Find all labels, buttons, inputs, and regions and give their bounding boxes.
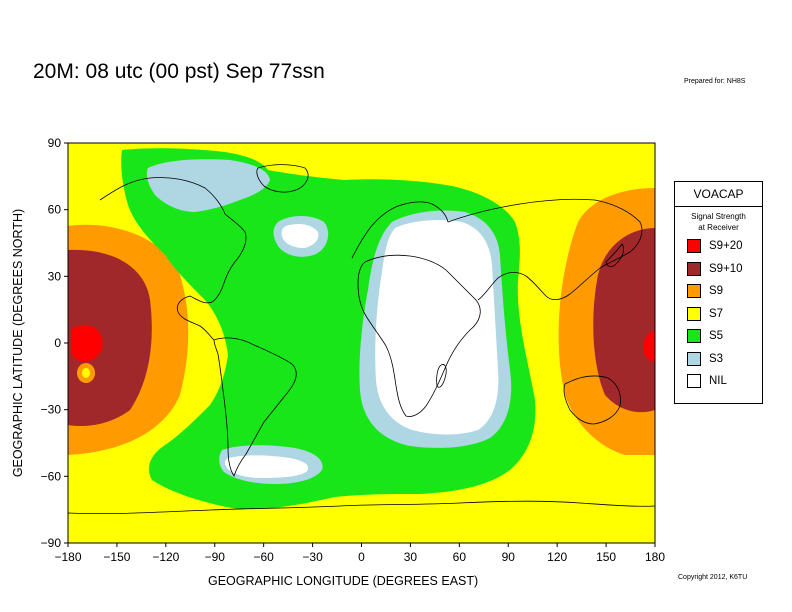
x-tick-label: 90 [502, 550, 516, 564]
coast-japan [605, 243, 624, 267]
x-tick-label: 60 [453, 550, 467, 564]
copyright-note: Copyright 2012, K6TU [678, 574, 748, 581]
y-tick-label: −60 [41, 469, 62, 483]
x-tick-label: 150 [596, 550, 616, 564]
legend-label: S7 [709, 307, 724, 320]
coast-australia [563, 375, 621, 425]
legend-label: S9+20 [709, 240, 743, 252]
legend-label: S3 [709, 352, 724, 365]
coast-madagascar [436, 364, 447, 388]
legend-item: S9+10 [687, 261, 743, 277]
legend-item: S5 [687, 328, 723, 344]
x-tick-label: 120 [547, 550, 567, 564]
legend-item: NIL [687, 373, 727, 389]
zone-s9-20-east [642, 330, 655, 362]
y-tick-label: 0 [54, 336, 61, 350]
x-tick-label: 180 [645, 550, 665, 564]
y-tick-label: 30 [48, 269, 62, 283]
legend-swatch [687, 351, 701, 366]
legend-swatch [687, 329, 701, 343]
legend-swatch [687, 261, 701, 276]
coastlines [68, 164, 655, 515]
legend-title: VOACAP [675, 182, 762, 207]
zone-nil-south [224, 455, 309, 478]
legend-swatch [687, 239, 701, 253]
y-axis-label: GEOGRAPHIC LATITUDE (DEGREES NORTH) [11, 208, 25, 478]
zone-s9-10-east [593, 228, 655, 413]
x-tick-label: −120 [152, 550, 179, 564]
x-axis-label: GEOGRAPHIC LONGITUDE (DEGREES EAST) [208, 574, 479, 588]
legend-item: S7 [687, 306, 723, 322]
legend-label: S9+10 [709, 262, 743, 275]
map-title: 20M: 08 utc (00 pst) Sep 77ssn [33, 60, 325, 83]
legend-label: NIL [709, 375, 727, 387]
x-tick-label: −150 [103, 550, 130, 564]
zone-nil-north-atlantic [281, 224, 319, 248]
legend-subtitle: Signal Strength at Receiver [675, 211, 762, 233]
legend: VOACAP Signal Strength at Receiver S9+20… [674, 181, 763, 404]
legend-item: S3 [687, 351, 723, 367]
legend-subtitle-line1: Signal Strength [691, 212, 746, 221]
coast-europe [351, 201, 449, 259]
x-tick-label: −60 [253, 550, 274, 564]
map-plot-area [68, 143, 655, 543]
y-tick-label: −30 [41, 403, 62, 417]
y-tick-label: 90 [48, 136, 62, 150]
coast-antarctica [68, 500, 655, 515]
x-tick-label: −90 [205, 550, 226, 564]
coast-south-america [213, 337, 297, 477]
zone-s9-20-west [70, 324, 103, 362]
coast-africa [357, 254, 481, 417]
coast-north-america [99, 177, 247, 341]
coast-asia [447, 198, 643, 301]
legend-item: S9 [687, 283, 723, 299]
legend-swatch [687, 284, 701, 298]
zone-nil-central [375, 220, 499, 435]
x-axis-ticks: −180 −150 −120 −90 −60 −30 0 30 60 90 120 150 180 [54, 543, 665, 564]
legend-item: S9+20 [687, 238, 743, 254]
y-tick-label: −90 [41, 536, 62, 550]
legend-label: S5 [709, 330, 724, 342]
prepared-for-note: Prepared for: NH8S [684, 78, 746, 85]
legend-subtitle-line2: at Receiver [698, 223, 739, 232]
legend-swatch [687, 374, 701, 388]
zone-s3-north [146, 159, 270, 212]
x-tick-label: 0 [358, 550, 365, 564]
coast-greenland [256, 164, 309, 193]
y-axis-ticks: 90 60 30 0 −30 −60 −90 [41, 136, 68, 550]
x-tick-label: 30 [404, 550, 418, 564]
x-tick-label: −180 [54, 550, 81, 564]
y-tick-label: 60 [48, 203, 62, 217]
legend-label: S9 [709, 285, 724, 297]
x-tick-label: −30 [302, 550, 323, 564]
legend-swatch [687, 306, 701, 321]
